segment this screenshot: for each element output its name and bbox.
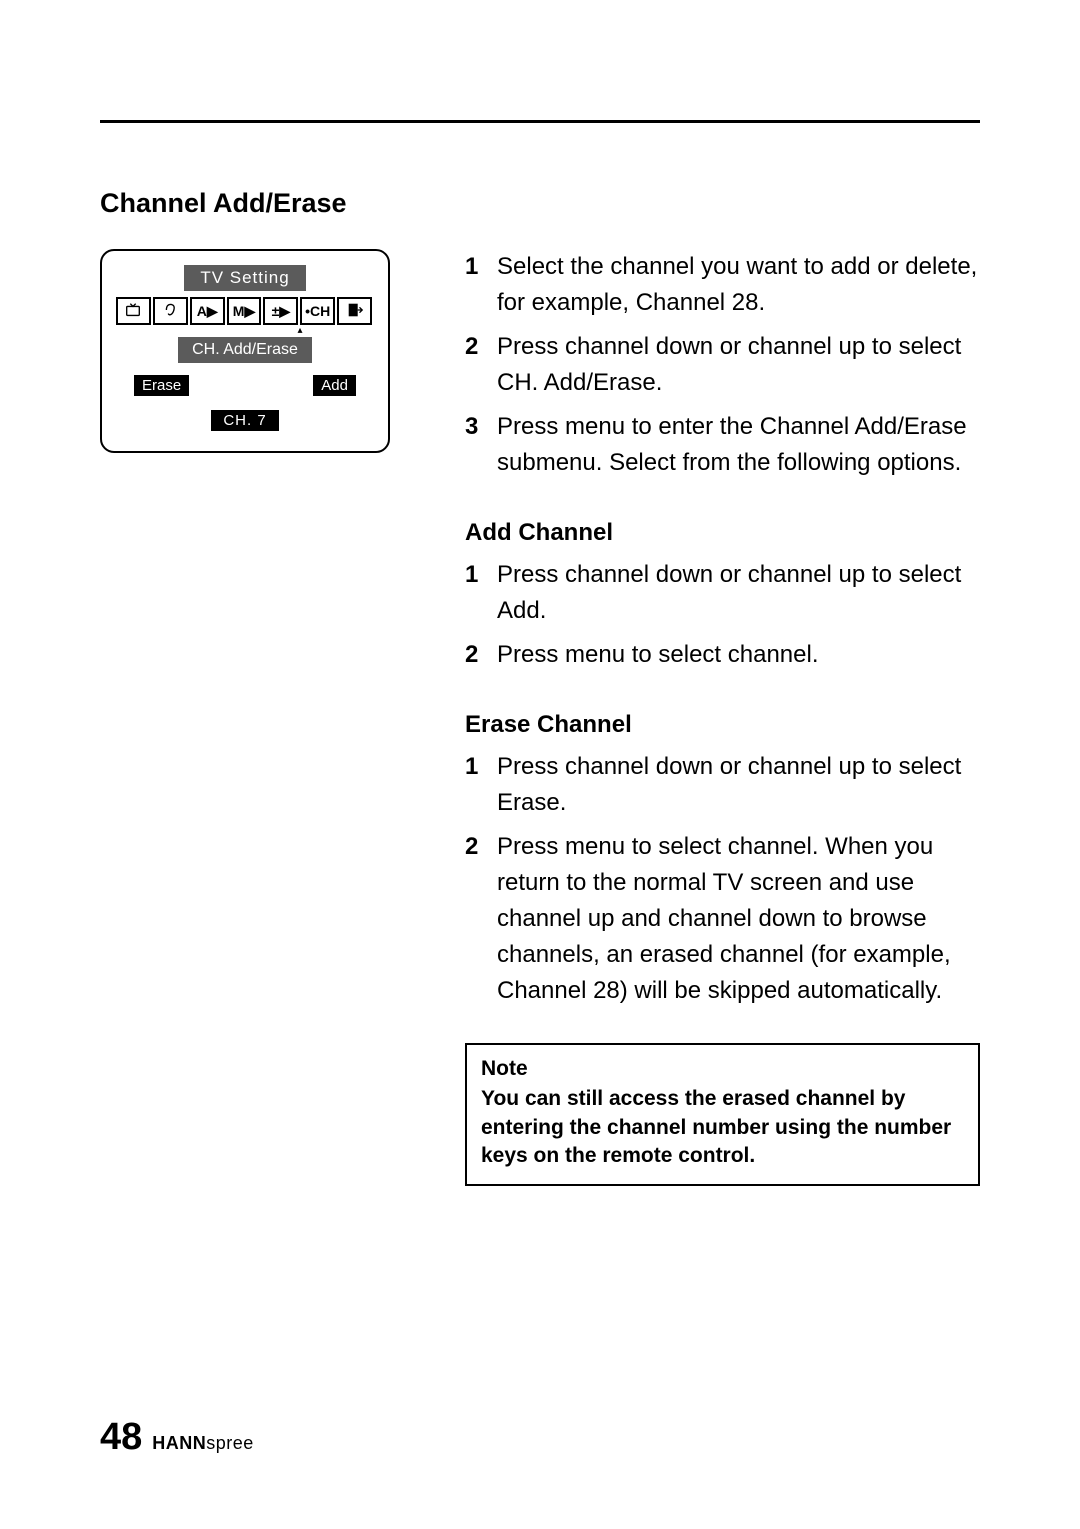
list-item: 1Select the channel you want to add or d…	[465, 249, 980, 321]
diagram-channel-number: CH. 7	[211, 410, 278, 431]
diagram-tab-row: A▶ M▶ ±▶ •CH	[116, 297, 374, 325]
exit-icon	[346, 301, 364, 322]
list-item: 1Press channel down or channel up to sel…	[465, 557, 980, 629]
note-box: Note You can still access the erased cha…	[465, 1043, 980, 1186]
diagram-tab-3: A▶	[190, 297, 225, 325]
main-steps-list: 1Select the channel you want to add or d…	[465, 249, 980, 481]
note-label: Note	[481, 1055, 964, 1083]
diagram-tab-2	[153, 297, 188, 325]
list-item: 2Press menu to select channel. When you …	[465, 829, 980, 1009]
erase-channel-list: 1Press channel down or channel up to sel…	[465, 749, 980, 1009]
step-text: Select the channel you want to add or de…	[497, 253, 977, 316]
list-item: 3Press menu to enter the Channel Add/Era…	[465, 409, 980, 481]
tv-settings-diagram: TV Setting A▶ M▶ ±▶ •CH	[100, 249, 390, 453]
add-channel-list: 1Press channel down or channel up to sel…	[465, 557, 980, 673]
tv-icon	[124, 301, 142, 322]
list-item: 1Press channel down or channel up to sel…	[465, 749, 980, 821]
section-title: Channel Add/Erase	[100, 188, 980, 219]
selected-tab-indicator: ▴	[226, 327, 374, 335]
add-channel-heading: Add Channel	[465, 519, 980, 547]
diagram-tab-6: •CH	[300, 297, 335, 325]
diagram-tab-1	[116, 297, 151, 325]
step-text: Press channel down or channel up to sele…	[497, 333, 961, 396]
list-item: 2Press channel down or channel up to sel…	[465, 329, 980, 401]
step-text: Press channel down or channel up to sele…	[497, 561, 961, 624]
erase-button-graphic: Erase	[134, 375, 189, 396]
step-text: Press menu to select channel. When you r…	[497, 833, 951, 1004]
diagram-sublabel: CH. Add/Erase	[178, 337, 312, 363]
brand-light: spree	[206, 1433, 254, 1453]
page-number: 48	[100, 1416, 142, 1459]
step-text: Press menu to select channel.	[497, 641, 819, 668]
diagram-tab-7	[337, 297, 372, 325]
ear-icon	[161, 301, 179, 322]
page-footer: 48 HANNspree	[100, 1416, 254, 1459]
list-item: 2Press menu to select channel.	[465, 637, 980, 673]
note-body: You can still access the erased channel …	[481, 1087, 951, 1167]
step-text: Press menu to enter the Channel Add/Eras…	[497, 413, 967, 476]
diagram-tab-4: M▶	[227, 297, 262, 325]
add-button-graphic: Add	[313, 375, 356, 396]
horizontal-rule	[100, 120, 980, 123]
diagram-tab-5: ±▶	[263, 297, 298, 325]
brand-logo: HANNspree	[152, 1433, 254, 1454]
diagram-title: TV Setting	[184, 265, 305, 291]
step-text: Press channel down or channel up to sele…	[497, 753, 961, 816]
erase-channel-heading: Erase Channel	[465, 711, 980, 739]
brand-bold: HANN	[152, 1433, 206, 1453]
